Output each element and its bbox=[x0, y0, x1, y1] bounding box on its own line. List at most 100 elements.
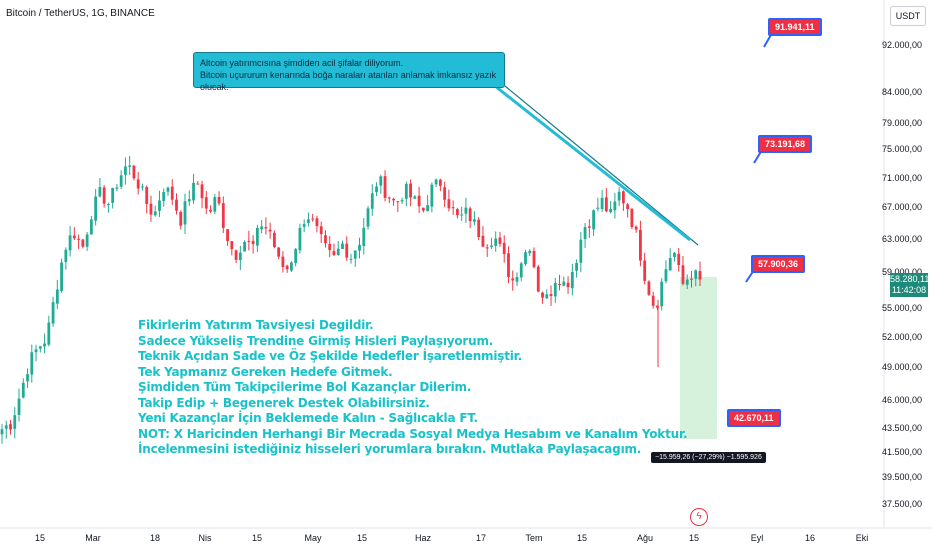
candle-body bbox=[639, 229, 642, 261]
price-axis-tick: 41.500,00 bbox=[881, 447, 922, 458]
candle-body bbox=[307, 219, 310, 223]
candle-body bbox=[668, 258, 672, 271]
candle-body bbox=[519, 263, 523, 278]
candle-body bbox=[89, 219, 93, 235]
candle-body bbox=[277, 247, 281, 257]
candle-body bbox=[128, 165, 132, 167]
candle-body bbox=[409, 183, 412, 198]
candle-body bbox=[651, 295, 655, 306]
price-axis-tick: 37.500,00 bbox=[881, 499, 922, 509]
time-axis-tick: 18 bbox=[149, 533, 161, 543]
candle-body bbox=[132, 165, 136, 179]
last-price-time: 11:42:08 bbox=[891, 285, 927, 295]
promo-line: NOT: X Haricinden Herhangi Bir Mecrada S… bbox=[138, 426, 688, 441]
candle-body bbox=[532, 250, 536, 268]
candle-body bbox=[549, 294, 553, 297]
candle-body bbox=[485, 247, 489, 249]
candle-body bbox=[528, 250, 532, 254]
time-axis-tick: Ağu bbox=[636, 533, 654, 543]
callout-pointer bbox=[504, 85, 699, 246]
candle-body bbox=[473, 219, 476, 222]
candle-body bbox=[677, 253, 681, 266]
candle-body bbox=[430, 184, 434, 207]
time-axis-tick: May bbox=[304, 533, 322, 543]
candle-body bbox=[400, 200, 404, 202]
candle-body bbox=[451, 207, 455, 209]
candle-body bbox=[9, 424, 12, 430]
candle-body bbox=[349, 258, 353, 260]
promo-text: Fikirlerim Yatırım Tavsiyesi Degildir. S… bbox=[138, 318, 688, 458]
candle-body bbox=[553, 282, 557, 297]
price-axis-tick: 71.000,00 bbox=[881, 172, 922, 183]
time-axis-tick: 15 bbox=[576, 533, 588, 543]
candle-body bbox=[383, 176, 387, 198]
candle-body bbox=[660, 281, 664, 307]
candle-body bbox=[507, 253, 510, 278]
time-axis-tick: 15 bbox=[251, 533, 263, 543]
callout-note[interactable]: Altcoin yatırımcısına şimdiden acil şifa… bbox=[193, 52, 505, 92]
candle-body bbox=[443, 187, 447, 200]
candle-body bbox=[213, 197, 217, 212]
candle-body bbox=[481, 235, 485, 247]
candle-body bbox=[362, 227, 366, 247]
candle-body bbox=[345, 243, 349, 258]
candle-body bbox=[98, 187, 102, 197]
price-axis-tick: 75.000,00 bbox=[881, 144, 922, 155]
candle-body bbox=[592, 210, 595, 230]
candle-body bbox=[315, 218, 319, 227]
candle-body bbox=[149, 203, 153, 215]
candle-body bbox=[324, 235, 327, 244]
callout-line-2: Bitcoin uçururum kenarında boğa naraları… bbox=[200, 70, 497, 92]
candle-body bbox=[609, 209, 613, 213]
candle-body bbox=[221, 203, 225, 228]
time-axis-tick: 15 bbox=[688, 533, 700, 543]
candle-body bbox=[204, 197, 208, 209]
candle-body bbox=[230, 241, 234, 250]
candle-body bbox=[302, 224, 306, 227]
candle-body bbox=[515, 277, 519, 282]
candle-body bbox=[209, 209, 212, 212]
candle-body bbox=[68, 235, 72, 251]
candle-body bbox=[145, 187, 149, 205]
candle-body bbox=[413, 196, 417, 199]
candle-body bbox=[141, 186, 144, 188]
candle-body bbox=[643, 260, 647, 281]
candle-body bbox=[319, 226, 323, 235]
promo-line: Teknik Açıdan Sade ve Öz Şekilde Hedefle… bbox=[138, 349, 523, 363]
candle-body bbox=[366, 208, 370, 227]
candle-body bbox=[196, 183, 200, 185]
candle-body bbox=[124, 166, 127, 175]
price-axis-tick: 43.500,00 bbox=[881, 423, 922, 434]
candle-body bbox=[541, 292, 544, 298]
lightning-icon[interactable]: ϟ bbox=[690, 508, 708, 526]
candle-body bbox=[298, 227, 302, 251]
promo-line: İncelenmesini istediğiniz hisseleri yoru… bbox=[138, 442, 642, 456]
candle-body bbox=[247, 240, 251, 242]
candle-body bbox=[336, 248, 340, 256]
candle-body bbox=[664, 269, 668, 282]
candle-body bbox=[545, 294, 549, 299]
target-label-3: 57.900,36 bbox=[751, 255, 806, 273]
candle-body bbox=[281, 256, 285, 268]
candle-body bbox=[447, 199, 451, 209]
time-axis-tick: 17 bbox=[475, 533, 487, 543]
price-axis-tick: 63.000,00 bbox=[881, 233, 922, 244]
candle-body bbox=[690, 278, 693, 280]
candle-body bbox=[51, 302, 55, 324]
candle-body bbox=[30, 352, 34, 375]
candle-body bbox=[294, 249, 298, 264]
candle-body bbox=[494, 238, 498, 246]
last-price-badge: 58.280,11 11:42:08 bbox=[890, 273, 929, 297]
candle-body bbox=[81, 239, 85, 247]
candle-body bbox=[226, 229, 229, 241]
candle-body bbox=[0, 429, 4, 435]
candle-body bbox=[375, 186, 378, 193]
target-label-2: 73.191,68 bbox=[758, 135, 813, 153]
candle-body bbox=[630, 208, 634, 227]
candle-body bbox=[460, 214, 464, 216]
currency-selector[interactable]: USDT bbox=[890, 6, 926, 26]
candle-body bbox=[115, 187, 119, 189]
time-axis-tick: 15 bbox=[34, 533, 46, 543]
time-axis-tick: Eyl bbox=[750, 533, 764, 543]
